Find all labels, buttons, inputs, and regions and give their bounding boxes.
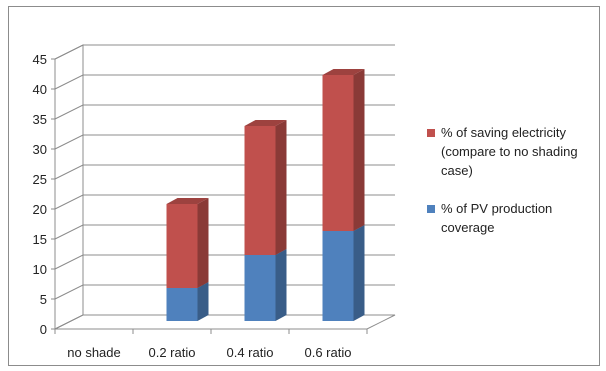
bar-segment [322, 231, 354, 321]
bar-segment-side [275, 120, 287, 255]
x-tick-label: 0.4 ratio [227, 345, 274, 360]
legend-label: coverage [441, 220, 494, 235]
bar-segment-side [353, 69, 365, 231]
gridline [54, 134, 395, 150]
legend-label: case) [441, 163, 473, 178]
y-tick-label: 0 [40, 322, 47, 337]
bar-segment [166, 288, 198, 321]
y-tick-label: 15 [33, 232, 47, 247]
gridline [54, 104, 395, 120]
bars [166, 69, 365, 321]
stacked-3d-bar-chart: 0 5 10 15 20 25 30 35 40 45 no shade 0.2 ratio 0.4 … [33, 44, 578, 360]
bar-segment [166, 204, 198, 288]
y-axis-tick-labels: 0 5 10 15 20 25 30 35 40 45 [33, 52, 47, 337]
legend-swatch [427, 129, 435, 137]
bar-segment [244, 255, 276, 321]
y-tick-label: 5 [40, 292, 47, 307]
bar-segment-side [197, 198, 209, 288]
legend-label: % of PV production [441, 201, 552, 216]
bar-segment-top [244, 120, 287, 126]
bar-segment-side [353, 225, 365, 321]
gridline [54, 194, 395, 210]
side-wall [54, 44, 84, 330]
legend-item: % of PV production coverage [427, 201, 552, 235]
bar-stack [166, 198, 209, 321]
y-tick-label: 35 [33, 112, 47, 127]
y-tick-label: 30 [33, 142, 47, 157]
gridline [54, 164, 395, 180]
y-tick-label: 40 [33, 82, 47, 97]
gridline [54, 254, 395, 270]
x-tick-label: 0.6 ratio [305, 345, 352, 360]
bar-segment-side [197, 282, 209, 321]
bar-segment-top [322, 69, 365, 75]
legend: % of saving electricity (compare to no sh… [427, 125, 578, 235]
chart-frame: 0 5 10 15 20 25 30 35 40 45 no shade 0.2 ratio 0.4 … [8, 6, 600, 366]
legend-item: % of saving electricity (compare to no sh… [427, 125, 578, 178]
y-tick-label: 20 [33, 202, 47, 217]
gridline [54, 44, 395, 60]
bar-segment [322, 75, 354, 231]
y-tick-label: 25 [33, 172, 47, 187]
legend-label: % of saving electricity [441, 125, 566, 140]
y-tick-label: 45 [33, 52, 47, 67]
bar-segment [244, 126, 276, 255]
x-tick-label: no shade [67, 345, 121, 360]
gridline [54, 224, 395, 240]
bar-stack [244, 120, 287, 321]
bar-stack [322, 69, 365, 321]
legend-label: (compare to no shading [441, 144, 578, 159]
bar-segment-top [166, 198, 209, 204]
y-tick-label: 10 [33, 262, 47, 277]
x-axis-tick-labels: no shade 0.2 ratio 0.4 ratio 0.6 ratio [54, 329, 368, 360]
x-tick-label: 0.2 ratio [149, 345, 196, 360]
gridline [54, 284, 395, 300]
bar-segment-side [275, 249, 287, 321]
floor [54, 314, 396, 330]
legend-swatch [427, 205, 435, 213]
gridline [54, 74, 395, 90]
gridlines [51, 44, 395, 330]
